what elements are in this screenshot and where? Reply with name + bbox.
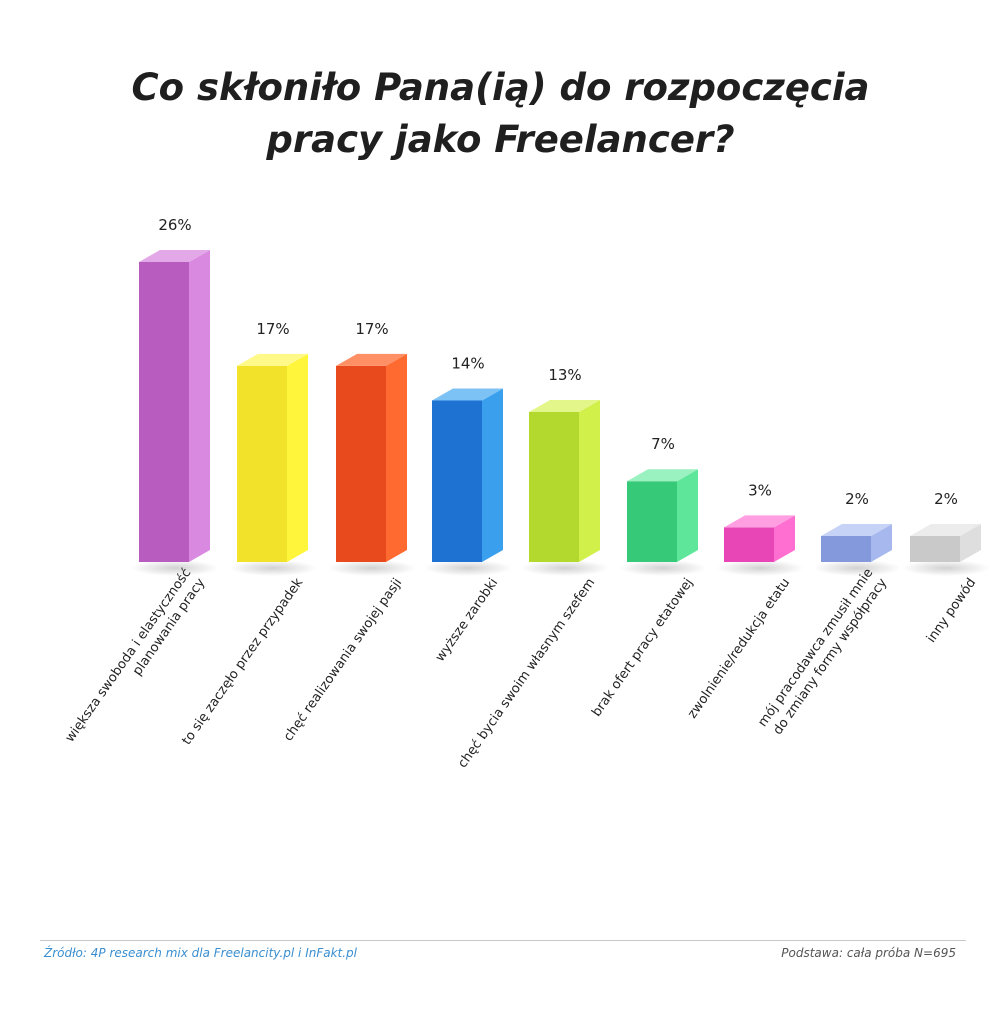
value-label: 17% (355, 320, 388, 338)
bar-shadow (813, 560, 901, 576)
category-label-line: do zmiany formy współpracy (771, 575, 891, 737)
value-label: 2% (934, 490, 958, 508)
value-label: 13% (548, 366, 581, 384)
bar-top (724, 515, 795, 528)
bar-side (677, 469, 698, 562)
chart-title-line-2: pracy jako Freelancer? (266, 118, 735, 161)
bar-front (821, 536, 871, 562)
category-label-line: wyższe zarobki (433, 576, 502, 665)
bar-front (336, 365, 386, 562)
bar-front (237, 365, 287, 562)
source-note: Źródło: 4P research mix dla Freelancity.… (44, 946, 358, 960)
bar-side (960, 524, 981, 562)
value-label: 26% (158, 216, 191, 234)
value-label: 17% (256, 320, 289, 338)
bar-front (910, 536, 960, 562)
bar-top (821, 524, 892, 536)
category-label-line: chęć realizowania swojej pasji (281, 576, 405, 744)
bar-shadow (424, 560, 512, 576)
bar-shadow (328, 560, 416, 576)
category-label: brak ofert pracy etatowej (589, 576, 696, 720)
bar-top (432, 388, 503, 401)
bar-top (910, 524, 981, 536)
value-label: 3% (748, 481, 772, 499)
value-label: 2% (845, 490, 869, 508)
category-label: większa swoboda i elastycznośćplanowania… (63, 566, 209, 745)
bar-front (432, 400, 482, 562)
chart-title-line-1: Co skłoniło Pana(ią) do rozpoczęcia (131, 66, 870, 109)
footer-divider (40, 940, 966, 941)
bar-top (627, 469, 698, 482)
category-label-line: inny powód (924, 576, 979, 646)
bar-top (336, 353, 407, 366)
bar-front (529, 411, 579, 562)
chart-title: Co skłoniło Pana(ią) do rozpoczęcia prac… (0, 62, 1001, 166)
category-label-line: brak ofert pracy etatowej (589, 576, 696, 720)
bar-shadow (521, 560, 609, 576)
value-label: 14% (451, 354, 484, 372)
value-label: 7% (651, 435, 675, 453)
category-label-line: większa swoboda i elastyczność (63, 566, 195, 745)
category-label: inny powód (924, 576, 979, 646)
bar-side (386, 353, 407, 562)
bar-shadow (131, 560, 219, 576)
bar-side (482, 388, 503, 562)
bar-side (189, 249, 210, 562)
bar-side (287, 353, 308, 562)
bar-side (774, 515, 795, 562)
category-label-line: to się zaczęło przez przypadek (179, 575, 306, 748)
bar-front (627, 481, 677, 562)
bar-shadow (902, 560, 990, 576)
bar-top (139, 249, 210, 262)
bar-shadow (716, 560, 804, 576)
category-label: chęć realizowania swojej pasji (281, 576, 405, 744)
bar-shadow (229, 560, 317, 576)
sample-basis-note: Podstawa: cała próba N=695 (781, 946, 956, 960)
bar-front (139, 261, 189, 562)
bar-chart: 26% większa swoboda i elastycznośćplanowa… (63, 216, 990, 771)
category-label: to się zaczęło przez przypadek (179, 575, 306, 748)
bar-side (579, 399, 600, 562)
bar-top (529, 399, 600, 412)
bar-front (724, 527, 774, 562)
category-label: wyższe zarobki (433, 576, 502, 665)
bar-top (237, 353, 308, 366)
bar-side (871, 524, 892, 562)
bar-shadow (619, 560, 707, 576)
